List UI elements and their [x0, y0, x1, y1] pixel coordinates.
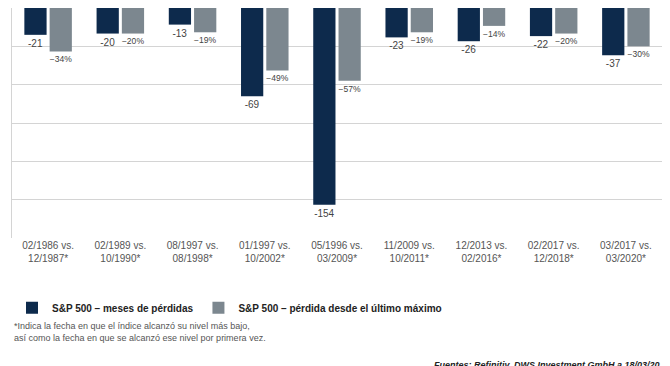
- svg-text:11/2009 vs.10/2011*: 11/2009 vs.10/2011*: [384, 240, 435, 264]
- svg-text:05/1996 vs.03/2009*: 05/1996 vs.03/2009*: [311, 240, 363, 264]
- svg-text:12/2013 vs.02/2016*: 12/2013 vs.02/2016*: [456, 240, 508, 264]
- svg-text:S&P 500 – pérdida desde el últ: S&P 500 – pérdida desde el último máximo: [238, 303, 441, 314]
- svg-text:−14%: −14%: [483, 29, 505, 39]
- svg-text:-22: -22: [534, 39, 549, 50]
- svg-text:-13: -13: [172, 28, 187, 39]
- svg-text:−20%: −20%: [122, 36, 144, 46]
- svg-text:-37: -37: [606, 58, 621, 69]
- svg-text:02/1986 vs.12/1987*: 02/1986 vs.12/1987*: [22, 240, 74, 264]
- svg-text:−19%: −19%: [411, 35, 433, 45]
- svg-text:Fuentes: Refinitiv, DWS Invest: Fuentes: Refinitiv, DWS Investment GmbH …: [434, 360, 660, 366]
- svg-text:-26: -26: [461, 44, 476, 55]
- svg-text:*Indica la fecha en que el índ: *Indica la fecha en que el índice alcanz…: [14, 321, 266, 343]
- svg-text:-154: -154: [314, 208, 334, 219]
- svg-text:−49%: −49%: [266, 73, 288, 83]
- svg-text:08/1997 vs.08/1998*: 08/1997 vs.08/1998*: [167, 240, 219, 264]
- svg-text:-23: -23: [389, 40, 404, 51]
- svg-text:−57%: −57%: [339, 84, 361, 94]
- svg-text:02/1989 vs.10/1990*: 02/1989 vs.10/1990*: [94, 240, 146, 264]
- svg-text:−20%: −20%: [555, 36, 577, 46]
- svg-text:-69: -69: [245, 99, 260, 110]
- svg-text:02/2017 vs.12/2018*: 02/2017 vs.12/2018*: [528, 240, 580, 264]
- svg-text:−19%: −19%: [194, 35, 216, 45]
- svg-text:01/1997 vs.10/2002*: 01/1997 vs.10/2002*: [239, 240, 291, 264]
- svg-text:S&P 500 – meses de pérdidas: S&P 500 – meses de pérdidas: [52, 303, 193, 314]
- svg-text:-21: -21: [28, 38, 43, 49]
- svg-text:−34%: −34%: [50, 54, 72, 64]
- svg-text:-20: -20: [100, 37, 115, 48]
- svg-text:−30%: −30%: [627, 49, 649, 59]
- svg-text:03/2017 vs.03/2020*: 03/2017 vs.03/2020*: [600, 240, 652, 264]
